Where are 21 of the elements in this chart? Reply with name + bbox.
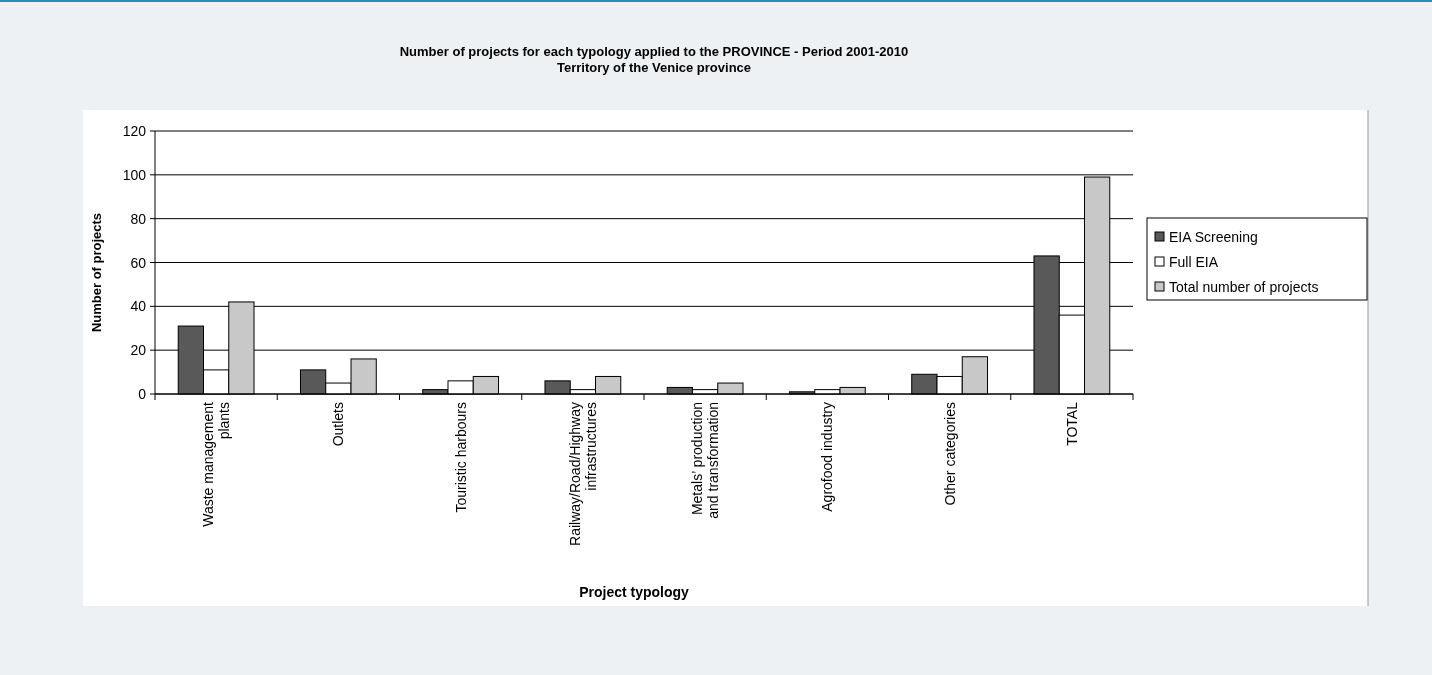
y-tick-label: 20 bbox=[130, 342, 147, 359]
y-tick-label: 80 bbox=[130, 210, 147, 227]
y-axis-title: Number of projects bbox=[89, 212, 104, 333]
legend-label: Full EIA bbox=[1169, 254, 1219, 270]
chart-subtitle: Territory of the Venice province bbox=[556, 60, 752, 75]
y-tick-label: 0 bbox=[138, 386, 147, 402]
legend-label: EIA Screening bbox=[1169, 229, 1258, 245]
x-tick-label: Touristic harbours bbox=[452, 402, 469, 513]
chart-title: Number of projects for each typology applied to the PROVINCE - Period 2001-2010 bbox=[399, 44, 909, 59]
x-axis-title: Project typology bbox=[579, 584, 690, 600]
y-tick-label: 100 bbox=[122, 166, 147, 183]
legend-label: Total number of projects bbox=[1169, 279, 1319, 295]
x-tick-label: Agrofood industry bbox=[819, 402, 836, 512]
x-tick-label: Other categories bbox=[941, 402, 958, 506]
x-tick-label: Outlets bbox=[330, 402, 347, 447]
y-tick-label: 40 bbox=[130, 298, 147, 315]
x-tick-label: Waste management plants bbox=[200, 401, 233, 527]
x-tick-label: Railway/Road/Highway infrastructures bbox=[566, 402, 599, 546]
y-tick-label: 60 bbox=[130, 254, 147, 271]
x-tick-label: TOTAL bbox=[1063, 401, 1080, 446]
y-tick-label: 120 bbox=[122, 123, 147, 139]
